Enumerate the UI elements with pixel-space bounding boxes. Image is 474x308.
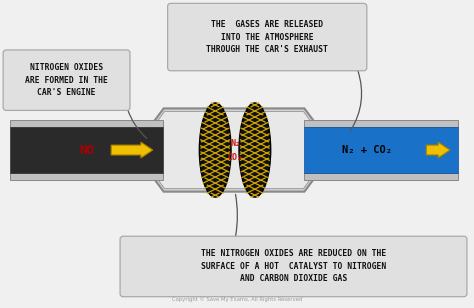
Polygon shape (10, 120, 163, 127)
Polygon shape (10, 127, 163, 173)
Text: NO: NO (79, 144, 94, 156)
FancyBboxPatch shape (120, 236, 467, 297)
FancyBboxPatch shape (3, 50, 130, 110)
Text: N₂ + CO₂: N₂ + CO₂ (342, 145, 392, 155)
Text: N₂: N₂ (230, 139, 240, 148)
Text: Copyright © Save My Exams, All Rights Reserved: Copyright © Save My Exams, All Rights Re… (172, 296, 302, 302)
FancyBboxPatch shape (168, 3, 367, 71)
Polygon shape (122, 111, 346, 189)
Text: CO₂: CO₂ (228, 153, 243, 162)
Ellipse shape (200, 103, 231, 197)
Polygon shape (304, 120, 458, 127)
Text: THE NITROGEN OXIDES ARE REDUCED ON THE
SURFACE OF A HOT  CATALYST TO NITROGEN
AN: THE NITROGEN OXIDES ARE REDUCED ON THE S… (201, 249, 386, 283)
Text: THE  GASES ARE RELEASED
INTO THE ATMOSPHERE
THROUGH THE CAR'S EXHAUST: THE GASES ARE RELEASED INTO THE ATMOSPHE… (206, 20, 328, 54)
Polygon shape (304, 127, 458, 173)
FancyArrow shape (426, 142, 450, 158)
Polygon shape (119, 108, 349, 192)
Polygon shape (10, 173, 163, 180)
FancyArrow shape (111, 142, 153, 158)
Text: NITROGEN OXIDES
ARE FORMED IN THE
CAR'S ENGINE: NITROGEN OXIDES ARE FORMED IN THE CAR'S … (25, 63, 108, 97)
Ellipse shape (239, 103, 271, 197)
Polygon shape (304, 173, 458, 180)
